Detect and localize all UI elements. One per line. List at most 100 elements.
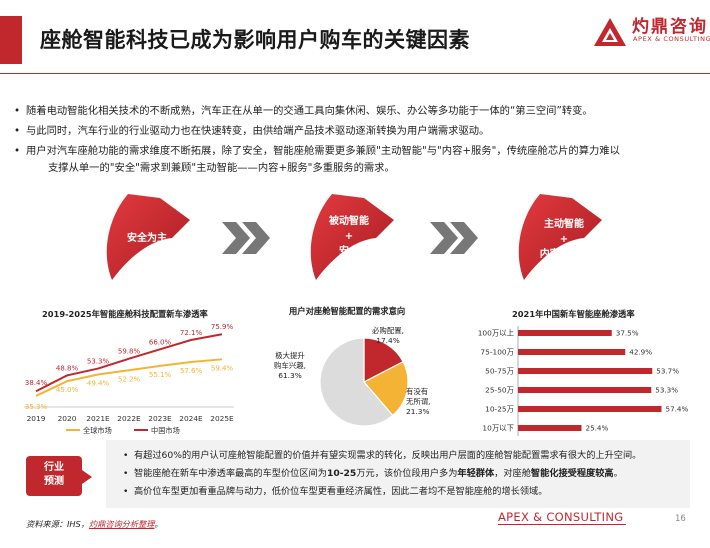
- c2-part-e: ，对座舱: [494, 468, 531, 479]
- stage-3-label-line3: 内容+服务: [539, 249, 589, 260]
- pie-label-must-buy-1: 必购配置,: [372, 326, 404, 335]
- title-divider: [0, 73, 710, 74]
- source-link: 灼鼎咨询分析整理: [88, 519, 155, 529]
- data-label: 53.3%: [87, 358, 110, 366]
- data-label: 59.8%: [118, 348, 141, 356]
- c2-part-g: 。: [613, 468, 623, 479]
- data-label: 55.1%: [149, 371, 172, 379]
- category-label: 75-100万: [480, 348, 514, 357]
- c2-part-d: 年轻群体: [457, 468, 495, 479]
- stage-2-label: 被动智能 + 安全: [316, 214, 382, 259]
- forecast-badge-label: 行业 预测: [26, 461, 82, 489]
- series-line-global: [35, 358, 223, 397]
- bar-value-label: 53.7%: [656, 367, 679, 376]
- series-line-china: [35, 333, 223, 393]
- bullet-2: 与此同时，汽车行业的行业驱动力也在快速转变，由供给端产品技术驱动逐渐转换为用户端…: [14, 123, 696, 140]
- pie-label-indifferent-2: 无所谓,: [406, 397, 431, 406]
- c2-part-a: 智能座舱在新车中渗透率最高的车型价位区间为: [134, 468, 327, 479]
- footer-brand: APEX & CONSULTING: [498, 510, 624, 524]
- stage-2-shape: [310, 194, 394, 280]
- bullet-1: 随着电动智能化相关技术的不断成熟，汽车正在从单一的交通工具向集休闲、娱乐、办公等…: [14, 103, 696, 120]
- forecast-badge-line2: 预测: [44, 476, 64, 487]
- pie-label-must-buy-2: 17.4%: [376, 336, 399, 345]
- data-label: 72.1%: [180, 329, 203, 337]
- bar-value-label: 42.9%: [629, 348, 652, 357]
- bar: [518, 406, 662, 412]
- pie-slice-must-buy: [363, 337, 404, 383]
- category-label: 50-75万: [485, 367, 514, 376]
- stage-2-label-line1: 被动智能: [329, 216, 369, 227]
- source-note: 资料来源：IHS，灼鼎咨询分析整理。: [26, 518, 163, 530]
- x-tick-label: 2024E: [179, 414, 203, 423]
- category-label: 100万以上: [478, 329, 515, 338]
- pie-label-interested-2: 购车兴趣,: [274, 361, 306, 370]
- bar-value-label: 53.3%: [655, 386, 678, 395]
- stage-2-label-line2: +: [344, 231, 354, 242]
- c2-part-c: 万元，该价位段用户多为: [356, 468, 458, 479]
- bullet-3-continued: 支撑从单一的"安全"需求到兼顾"主动智能——内容+服务"多重服务的需求。: [48, 162, 395, 174]
- footer-underline: [498, 524, 626, 525]
- data-label: 38.4%: [25, 379, 48, 387]
- x-tick-label: 2023E: [148, 414, 172, 423]
- pie-label-indifferent-3: 21.3%: [406, 407, 429, 416]
- bar-value-label: 37.5%: [616, 329, 639, 338]
- logo-english: APEX & CONSULTING: [633, 35, 710, 43]
- logo-triangle-icon: [594, 18, 626, 46]
- line-chart-title: 2019-2025年智能座舱科技配置新车渗透率: [42, 309, 208, 319]
- data-label: 48.8%: [56, 364, 79, 372]
- bar: [518, 425, 582, 431]
- bar-chart: 100万以上 37.5% 75-100万 42.9% 50-75万 53.7% 25-50万…: [478, 326, 689, 436]
- stage-3-label-line2: +: [559, 234, 569, 245]
- conclusion-2: 智能座舱在新车中渗透率最高的车型价位区间为10-25万元，该价位段用户多为年轻群…: [123, 467, 623, 481]
- stage-1-shape: [106, 194, 190, 280]
- pie-label-indifferent-1: 有没有: [406, 387, 428, 396]
- c2-part-b: 10-25: [326, 468, 357, 479]
- chevron-right-icon-2: [430, 222, 478, 254]
- data-label: 75.9%: [211, 323, 234, 331]
- data-label: 52.2%: [118, 375, 141, 383]
- badge-pointer-icon: [82, 470, 92, 484]
- data-label: 66.0%: [149, 338, 172, 346]
- evolution-diagram: [106, 194, 602, 280]
- page-title: 座舱智能科技已成为影响用户购车的关键因素: [40, 28, 470, 52]
- bar: [518, 387, 652, 393]
- pie-label-interested-1: 极大提升: [275, 351, 305, 360]
- title-accent-bar: [0, 16, 22, 64]
- x-tick-label: 2019: [27, 414, 46, 423]
- legend-label-global: 全球市场: [83, 426, 112, 435]
- bar-value-label: 57.4%: [666, 405, 689, 414]
- stage-3-label: 主动智能 + 内容+服务: [524, 217, 604, 262]
- conclusion-3: 高价位车型更加看重品牌与动力，低价位车型更看重经济属性，因此二者均不是智能座舱的…: [123, 485, 547, 499]
- x-tick-label: 2025E: [210, 414, 234, 423]
- data-label: 35.3%: [25, 403, 48, 411]
- stage-2-label-line3: 安全: [339, 246, 359, 257]
- forecast-badge-line1: 行业: [44, 462, 64, 473]
- source-prefix: 资料来源：IHS，: [26, 519, 89, 529]
- data-label: 57.6%: [180, 367, 203, 375]
- x-tick-label: 2021E: [86, 414, 110, 423]
- stage-3-shape: [518, 194, 602, 280]
- data-label: 49.4%: [87, 380, 110, 388]
- conclusion-1: 有超过60%的用户认可座舱智能配置的价值并有望实现需求的转化，反映出用户层面的座…: [123, 449, 641, 463]
- bar: [518, 349, 626, 355]
- page-number: 16: [675, 514, 686, 524]
- c2-part-f: 智能化接受程度较高: [530, 468, 614, 479]
- forecast-badge: [26, 456, 82, 496]
- stage-3-label-line1: 主动智能: [544, 219, 584, 230]
- pie-label-interested-3: 61.3%: [278, 371, 301, 380]
- bullet-3: 用户对汽车座舱功能的需求维度不断拓展，除了安全，智能座舱需要更多兼顾"主动智能"…: [14, 143, 696, 160]
- data-label: 59.4%: [211, 364, 234, 372]
- category-label: 25-50万: [485, 386, 514, 395]
- x-tick-label: 2020: [58, 414, 77, 423]
- logo-chinese: 灼鼎咨询: [632, 17, 708, 37]
- chevron-right-icon-1: [222, 222, 270, 254]
- source-suffix: 。: [154, 519, 163, 529]
- x-tick-label: 2022E: [117, 414, 141, 423]
- bar-value-label: 25.4%: [586, 424, 609, 433]
- category-label: 10-25万: [485, 405, 514, 414]
- bar: [518, 330, 612, 336]
- pie-slice-indifferent: [363, 360, 409, 417]
- pie-chart-title: 用户对座舱智能配置的需求意向: [289, 306, 406, 316]
- legend-label-china: 中国市场: [151, 426, 180, 435]
